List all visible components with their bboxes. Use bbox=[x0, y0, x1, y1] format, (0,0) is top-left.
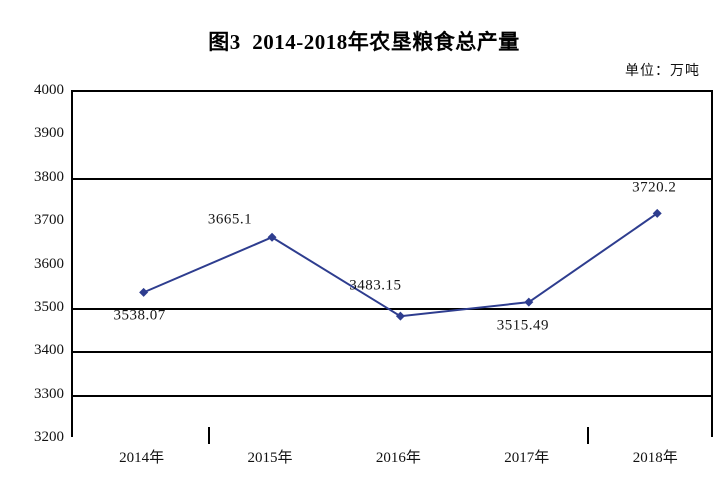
data-point-label: 3665.1 bbox=[207, 211, 253, 228]
y-axis-tick-label: 4000 bbox=[34, 82, 64, 98]
x-axis-category-label: 2014年 bbox=[119, 450, 165, 466]
grid-line bbox=[73, 177, 711, 180]
x-axis-tick bbox=[587, 427, 590, 444]
data-point-marker bbox=[652, 208, 662, 218]
y-axis-tick-label: 3300 bbox=[34, 385, 64, 402]
unit-label: 单位：万吨 bbox=[625, 64, 700, 79]
series-line bbox=[143, 212, 658, 318]
y-axis-tick-label: 3200 bbox=[34, 429, 64, 445]
data-point-label: 3515.49 bbox=[496, 317, 549, 334]
data-point-marker bbox=[524, 297, 534, 307]
grid-line bbox=[73, 307, 711, 310]
y-axis-tick-label: 3500 bbox=[34, 298, 64, 315]
line-series bbox=[139, 208, 662, 321]
x-axis-category-label: 2018年 bbox=[632, 450, 678, 466]
data-point-marker bbox=[139, 287, 149, 297]
chart-title: 图3 2014-2018年农垦粮食总产量 bbox=[208, 30, 520, 54]
y-axis-tick-label: 3400 bbox=[34, 342, 64, 359]
x-axis-category-label: 2017年 bbox=[504, 450, 550, 466]
data-point-marker bbox=[395, 311, 405, 321]
grid-line bbox=[73, 351, 711, 354]
y-axis-tick-label: 3900 bbox=[34, 125, 64, 142]
y-axis-tick-label: 3600 bbox=[34, 255, 64, 272]
y-axis-tick-label: 3800 bbox=[34, 168, 64, 185]
data-point-marker bbox=[267, 232, 277, 242]
data-point-label: 3538.07 bbox=[113, 307, 166, 324]
x-axis-tick bbox=[207, 427, 210, 444]
x-axis-category-label: 2016年 bbox=[375, 450, 421, 466]
x-axis-category-label: 2015年 bbox=[247, 450, 293, 466]
data-point-label: 3720.2 bbox=[632, 179, 677, 196]
plot-area bbox=[71, 90, 713, 437]
data-point-label: 3483.15 bbox=[349, 277, 402, 294]
grid-line bbox=[73, 394, 711, 397]
y-axis-tick-label: 3700 bbox=[34, 212, 64, 229]
